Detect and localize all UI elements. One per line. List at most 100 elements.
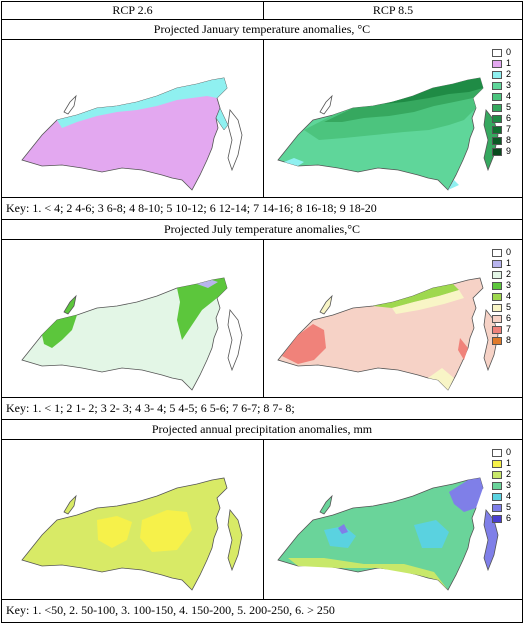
legend-swatch [492, 326, 502, 334]
legend-swatch [492, 449, 502, 457]
legend-swatch [492, 293, 502, 301]
zone-4-a [324, 526, 356, 548]
legend-swatch [492, 460, 502, 468]
legend-swatch [492, 126, 502, 134]
legend-swatch [492, 337, 502, 345]
map-jan-rcp26 [2, 40, 264, 197]
zone-1-west [97, 516, 132, 548]
novaya-zemlya [319, 494, 333, 515]
legend-label: 2 [506, 269, 512, 279]
map-precip-rcp85-svg [277, 477, 499, 591]
legend-label: 6 [506, 513, 512, 523]
legend-swatch [492, 304, 502, 312]
legend-label: 2 [506, 69, 512, 79]
section-3-key: Key: 1. <50, 2. 50-100, 3. 100-150, 4. 1… [6, 603, 335, 617]
legend-label: 0 [506, 47, 512, 57]
legend-swatch [492, 493, 502, 501]
map-jan-rcp26-svg [21, 77, 243, 191]
map-jul-rcp26 [2, 240, 264, 397]
legend-swatch [492, 93, 502, 101]
kamchatka [227, 109, 243, 172]
legend-label: 6 [506, 113, 512, 123]
zone-7-east [458, 338, 468, 360]
legend-swatch [492, 104, 502, 112]
legend-swatch [492, 315, 502, 323]
map-precip-rcp26-svg [21, 477, 243, 591]
legend-label: 2 [506, 469, 512, 479]
legend-label: 1 [506, 258, 512, 268]
arctic-coast-band [57, 78, 227, 128]
russia-outline [21, 277, 228, 391]
zone-4-arctic [373, 284, 459, 308]
legend-swatch [492, 260, 502, 268]
legend-swatch [492, 82, 502, 90]
legend-swatch [492, 249, 502, 257]
zone-1-arctic [197, 280, 218, 288]
map-jan-rcp85-svg [277, 77, 499, 191]
legend-label: 7 [506, 324, 512, 334]
legend-label: 0 [506, 247, 512, 257]
zone-3-west [42, 315, 77, 348]
kamchatka [483, 109, 499, 172]
kamchatka [227, 509, 243, 572]
legend-label: 7 [506, 124, 512, 134]
legend-label: 6 [506, 313, 512, 323]
legend-label: 4 [506, 91, 512, 101]
novaya-zemlya [63, 294, 77, 315]
zone-1-central [140, 510, 192, 552]
legend-swatch [492, 49, 502, 57]
header-row: RCP 2.6 RCP 8.5 [2, 2, 522, 20]
legend-swatch [492, 137, 502, 145]
legend-label: 1 [506, 458, 512, 468]
map-jul-rcp26-svg [21, 277, 243, 391]
legend-swatch [492, 471, 502, 479]
map-jul-rcp85-svg [277, 277, 499, 391]
legend-swatch [492, 71, 502, 79]
legend-swatch [492, 271, 502, 279]
legend-label: 1 [506, 58, 512, 68]
zone-5-south [428, 368, 454, 390]
novaya-zemlya [63, 494, 77, 515]
header-rcp26: RCP 2.6 [2, 2, 264, 19]
novaya-zemlya [319, 294, 333, 315]
legend-label: 3 [506, 480, 512, 490]
section-1-key: Key: 1. < 4; 2 4-6; 3 6-8; 4 8-10; 5 10-… [2, 198, 522, 220]
zone-5-west [338, 524, 348, 534]
legend-label: 0 [506, 447, 512, 457]
kamchatka [227, 309, 243, 372]
section-3-title: Projected annual precipitation anomalies… [2, 420, 522, 440]
section-2-title: Projected July temperature anomalies,°C [2, 220, 522, 240]
section-2-key: Key: 1. < 1; 2 1- 2; 3 2- 3; 4 3- 4; 5 4… [2, 398, 522, 420]
legend-label: 4 [506, 491, 512, 501]
section-1-title: Projected January temperature anomalies,… [2, 20, 522, 40]
novaya-zemlya [63, 94, 77, 115]
zone-5-east [449, 478, 483, 512]
zone-6 [384, 78, 483, 104]
zone-7-west [282, 324, 326, 364]
legend-label: 8 [506, 135, 512, 145]
legend-swatch [492, 148, 502, 156]
zone-3-east [177, 278, 227, 340]
legend-label: 3 [506, 80, 512, 90]
zone-2-south [288, 558, 448, 590]
kamchatka-edge [215, 107, 229, 131]
legend-label: 9 [506, 146, 512, 156]
map-precip-rcp26 [2, 440, 264, 599]
legend-swatch [492, 504, 502, 512]
zone-south-cyan [284, 158, 459, 190]
legend-label: 5 [506, 102, 512, 112]
legend-swatch [492, 482, 502, 490]
legend-label: 5 [506, 502, 512, 512]
legend-label: 8 [506, 335, 512, 345]
kamchatka [483, 509, 499, 572]
legend-label: 3 [506, 280, 512, 290]
legend-swatch [492, 60, 502, 68]
header-rcp85: RCP 8.5 [372, 3, 414, 17]
zone-5-arctic [392, 290, 464, 314]
